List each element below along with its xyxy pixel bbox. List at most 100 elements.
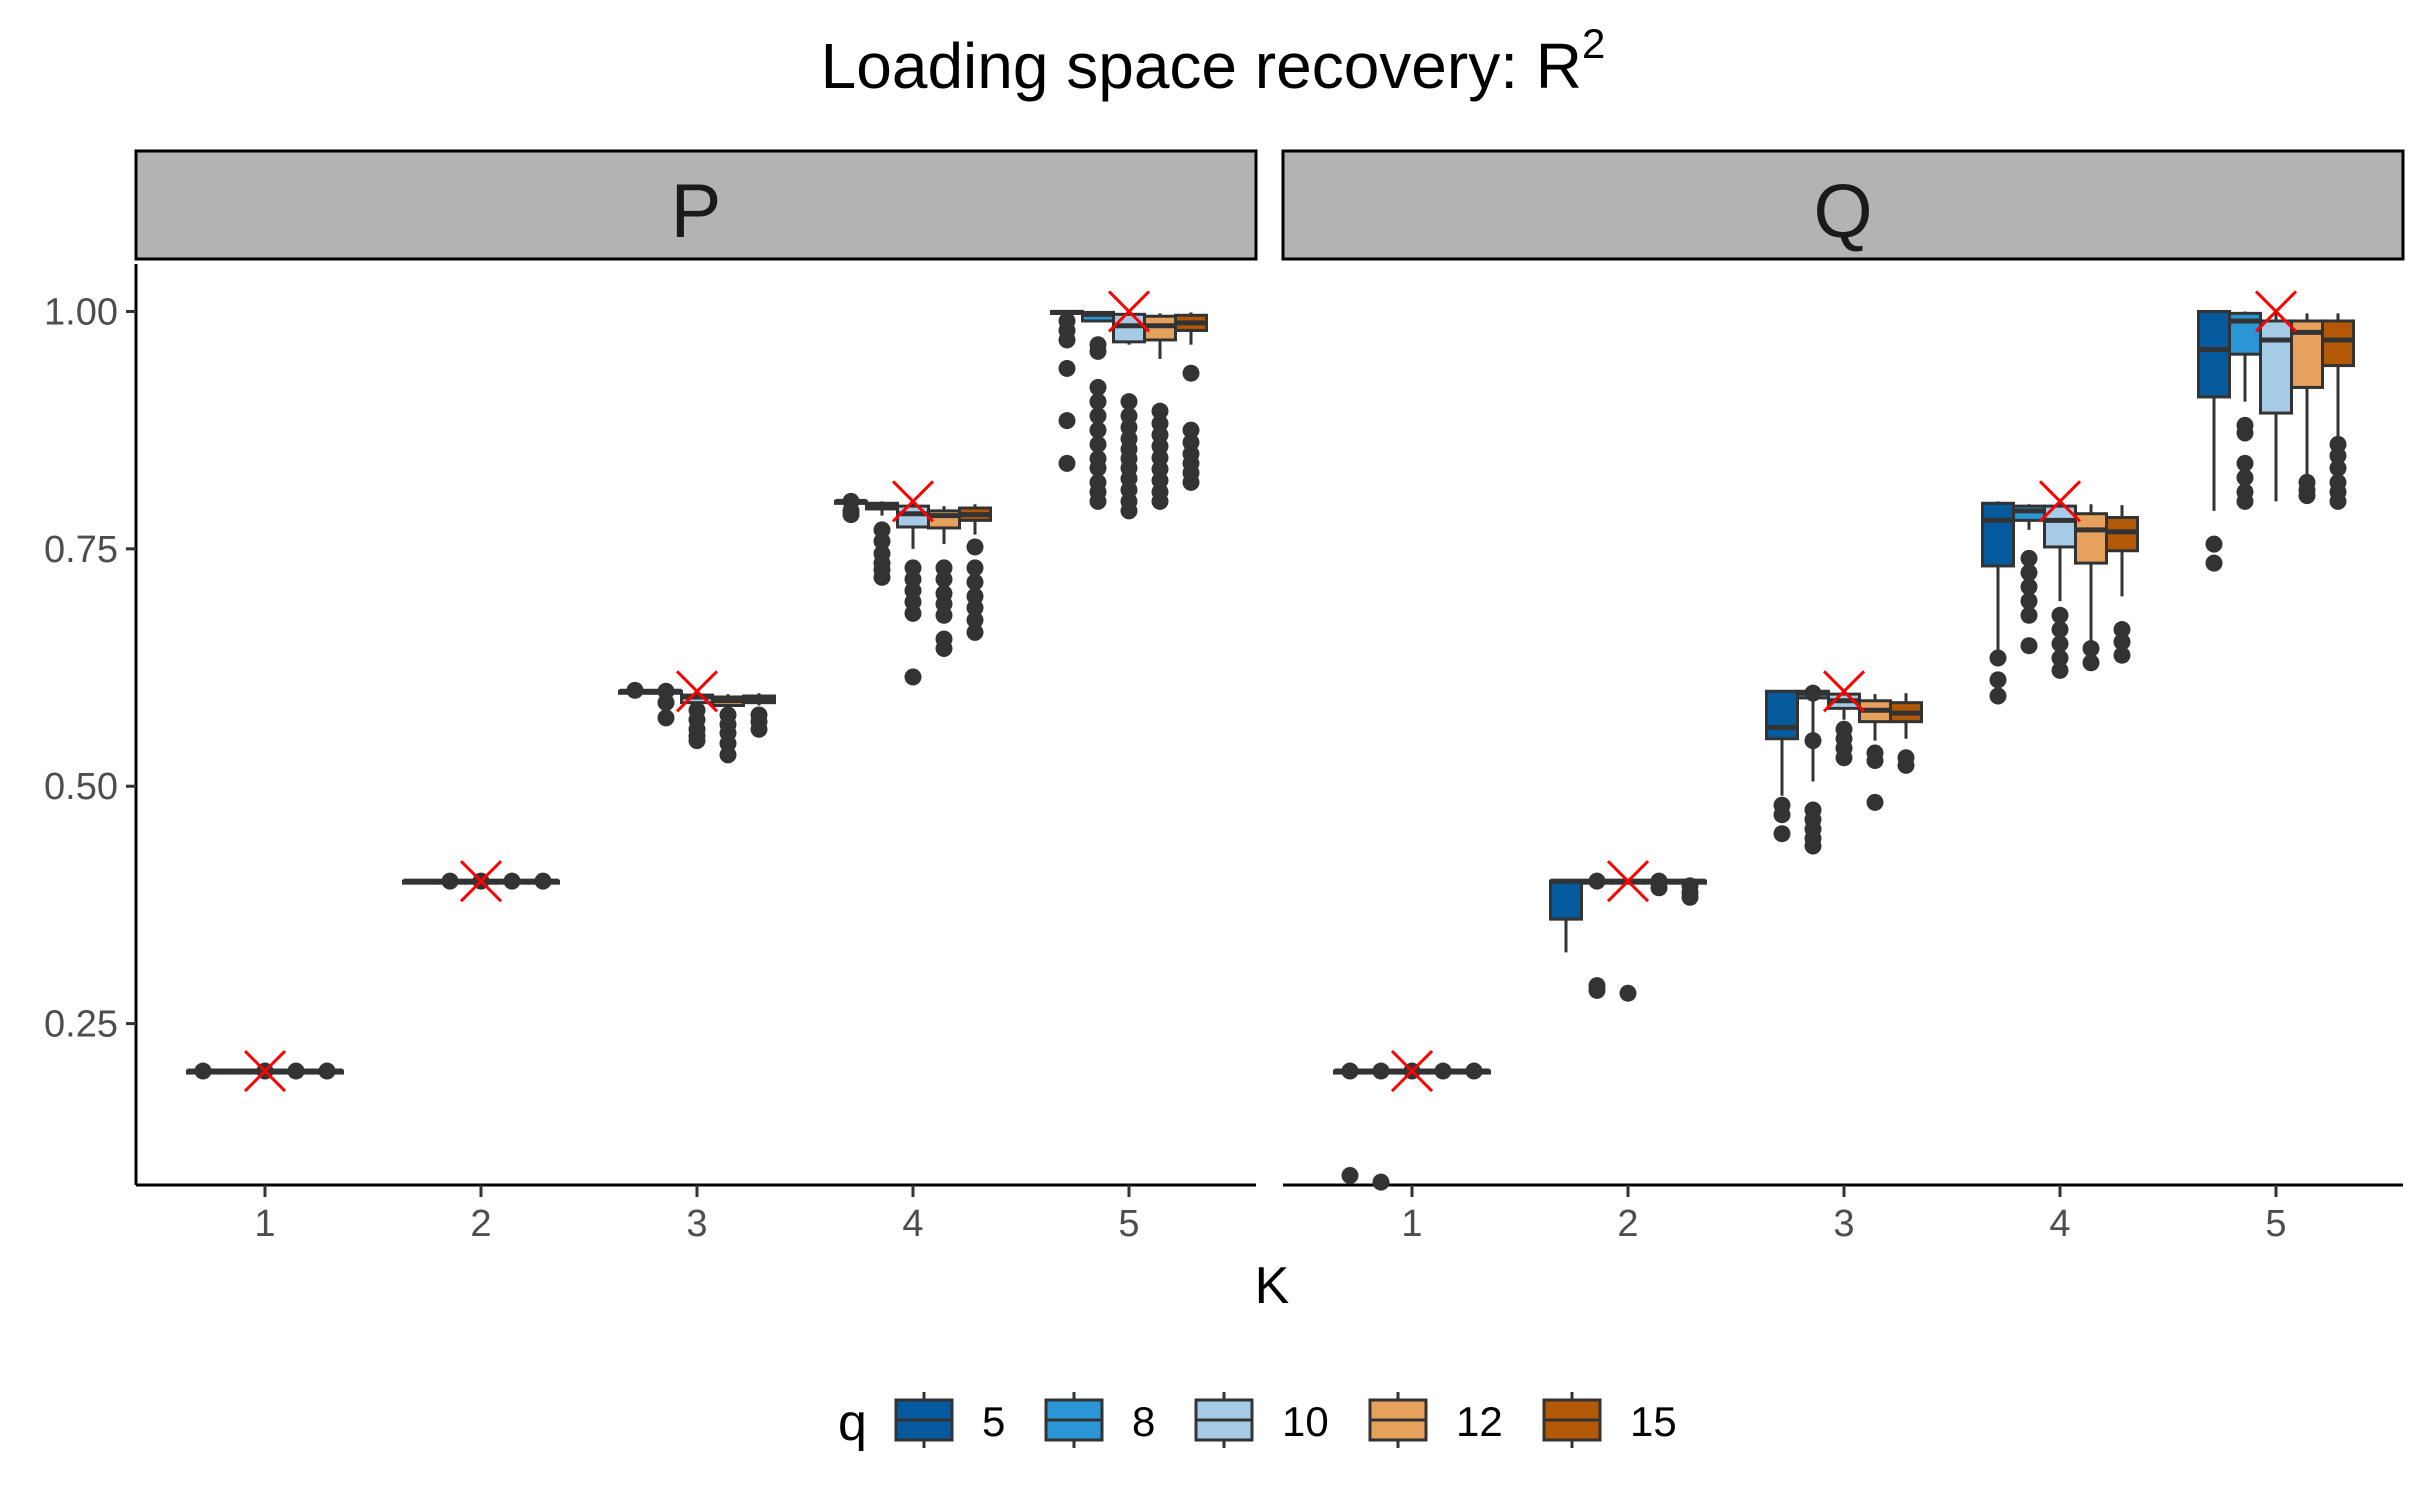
legend-label: 12: [1456, 1398, 1503, 1445]
legend-label: 10: [1282, 1398, 1329, 1445]
outlier-point: [1341, 1062, 1359, 1080]
panel-strip: [1281, 149, 2405, 261]
box-q8: [1796, 684, 1830, 855]
outlier-point: [534, 872, 552, 890]
outlier-point: [1120, 502, 1138, 520]
outlier-point: [2329, 447, 2347, 465]
outlier-point: [657, 694, 675, 712]
box-q5: [1765, 689, 1799, 843]
box-q15: [958, 504, 992, 641]
panel-strip: [134, 149, 1258, 261]
reference-marker: [2038, 480, 2082, 523]
reference-stroke: [1606, 860, 1650, 903]
y-tick-label: 0.25: [44, 1004, 118, 1046]
outlier-point: [2329, 459, 2347, 477]
outlier-point: [1151, 402, 1169, 420]
outlier-point: [2236, 469, 2254, 487]
box-q15: [1457, 1062, 1491, 1080]
box-q5: [1333, 1062, 1367, 1185]
outlier-point: [1372, 1173, 1390, 1191]
box-q5: [1981, 501, 2015, 705]
group-K4: [1981, 480, 2139, 705]
x-tick-label: 3: [686, 1203, 707, 1245]
outlier-point: [966, 623, 984, 641]
box-body: [896, 504, 930, 529]
box-q8: [649, 682, 683, 727]
legend: q 5 8 10 12 15: [838, 1392, 1677, 1452]
outlier-point: [2298, 487, 2316, 505]
outlier-point: [750, 720, 768, 738]
box-body: [1765, 689, 1799, 741]
box-q12: [1426, 1062, 1460, 1080]
box-q8: [217, 1068, 251, 1075]
reference-marker: [891, 480, 935, 523]
outlier-point: [1372, 1062, 1390, 1080]
legend-title: q: [838, 1394, 867, 1452]
outlier-point: [1089, 393, 1107, 411]
outlier-point: [1120, 393, 1138, 411]
reference-stroke: [2254, 290, 2298, 333]
outlier-point: [2113, 646, 2131, 664]
box-q8: [865, 501, 899, 586]
group-K5: [2197, 290, 2355, 572]
outlier-point: [2113, 633, 2131, 651]
outlier-point: [2236, 454, 2254, 472]
reference-stroke: [2038, 480, 2082, 523]
outlier-point: [1434, 1062, 1452, 1080]
outlier-point: [2020, 637, 2038, 655]
outlier-point: [1089, 435, 1107, 453]
legend-label: 8: [1132, 1398, 1155, 1445]
reference-stroke: [891, 480, 935, 523]
outlier-point: [1835, 749, 1853, 767]
outlier-point: [1866, 793, 1884, 811]
reference-marker: [1390, 1050, 1434, 1093]
box-q15: [742, 693, 776, 738]
outlier-point: [2236, 492, 2254, 510]
outlier-point: [1182, 421, 1200, 439]
outlier-point: [1804, 684, 1822, 702]
box-q12: [711, 694, 745, 764]
box-q8: [2012, 504, 2046, 655]
x-tick-label: 2: [470, 1203, 491, 1245]
reference-marker: [459, 860, 503, 903]
outlier-point: [1341, 1167, 1359, 1185]
box-q12: [1858, 694, 1892, 811]
outlier-point: [2205, 554, 2223, 572]
outlier-point: [657, 709, 675, 727]
outlier-point: [1089, 459, 1107, 477]
outlier-point: [1804, 837, 1822, 855]
box-q12: [2074, 504, 2108, 672]
outlier-point: [904, 668, 922, 686]
box-q15: [310, 1062, 344, 1080]
outlier-point: [2082, 640, 2100, 658]
box-q5: [2197, 309, 2231, 572]
box-q12: [1642, 872, 1676, 897]
box-q10: [896, 502, 930, 686]
reference-stroke: [675, 670, 719, 713]
reference-marker: [2254, 290, 2298, 333]
x-tick-label: 1: [1401, 1203, 1422, 1245]
box-q15: [526, 872, 560, 890]
y-tick-label: 1.00: [44, 291, 118, 333]
box-q8: [1364, 1062, 1398, 1191]
y-tick-label: 0.75: [44, 529, 118, 571]
outlier-point: [1089, 378, 1107, 396]
group-K1: [186, 1050, 344, 1093]
outlier-point: [1151, 492, 1169, 510]
outlier-point: [1588, 872, 1606, 890]
outlier-point: [503, 872, 521, 890]
group-K3: [618, 670, 776, 764]
x-tick-label: 5: [2265, 1203, 2286, 1245]
box-q10: [2043, 502, 2077, 679]
outlier-point: [966, 599, 984, 617]
outlier-point: [2082, 654, 2100, 672]
box-q12: [279, 1062, 313, 1080]
box-q12: [1143, 313, 1177, 510]
legend-label: 5: [982, 1398, 1005, 1445]
box-q5: [834, 492, 868, 524]
box-q8: [433, 872, 467, 890]
outlier-point: [1058, 359, 1076, 377]
outlier-point: [441, 872, 459, 890]
outlier-point: [1681, 888, 1699, 906]
